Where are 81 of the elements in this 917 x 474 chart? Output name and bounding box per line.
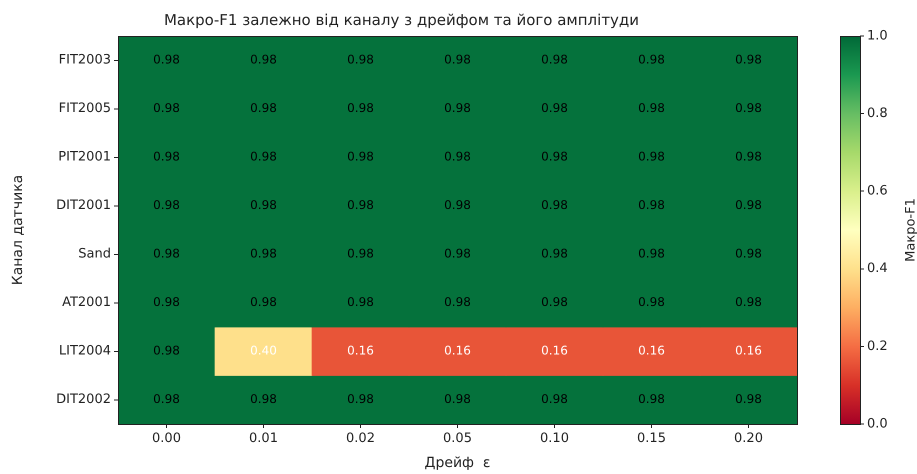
color-bar-label: 0.4 bbox=[867, 261, 888, 276]
data-label: 0.16 bbox=[444, 343, 471, 358]
y-tick-label: FIT2003 bbox=[58, 52, 111, 68]
data-label: 0.98 bbox=[153, 392, 180, 406]
color-bar-title: Макро-F1 bbox=[903, 198, 917, 262]
y-tick-label: PIT2001 bbox=[58, 150, 111, 165]
data-label: 0.98 bbox=[735, 52, 762, 66]
data-label: 0.98 bbox=[541, 294, 568, 309]
color-bar-label: 1.0 bbox=[867, 28, 888, 44]
y-tick-label: Sand bbox=[78, 246, 111, 262]
x-tick-label: 0.01 bbox=[249, 431, 278, 446]
data-label: 0.98 bbox=[735, 198, 762, 212]
data-label: 0.98 bbox=[250, 149, 277, 164]
color-bar-label: 0.0 bbox=[867, 416, 888, 432]
data-label: 0.98 bbox=[250, 392, 277, 406]
y-axis-title: Канал датчика bbox=[10, 174, 26, 286]
data-label: 0.98 bbox=[347, 100, 374, 115]
data-label: 0.98 bbox=[638, 392, 665, 406]
data-label: 0.98 bbox=[347, 246, 374, 260]
data-label: 0.98 bbox=[541, 246, 568, 260]
data-label: 0.98 bbox=[153, 149, 180, 164]
data-label: 0.98 bbox=[153, 343, 180, 358]
data-label: 0.98 bbox=[347, 198, 374, 212]
x-axis-title: Дрейф ε bbox=[424, 455, 490, 472]
data-label: 0.16 bbox=[735, 343, 762, 358]
data-label: 0.98 bbox=[347, 149, 374, 164]
data-label: 0.98 bbox=[735, 100, 762, 115]
data-label: 0.98 bbox=[541, 198, 568, 212]
data-label: 0.98 bbox=[541, 149, 568, 164]
data-label: 0.98 bbox=[444, 52, 471, 66]
data-label: 0.98 bbox=[250, 198, 277, 212]
data-label: 0.98 bbox=[153, 100, 180, 115]
data-label: 0.98 bbox=[638, 198, 665, 212]
data-label: 0.98 bbox=[638, 294, 665, 309]
y-tick-label: LIT2004 bbox=[58, 344, 111, 359]
x-tick-label: 0.05 bbox=[443, 431, 472, 446]
data-label: 0.98 bbox=[347, 392, 374, 406]
color-bar-label: 0.6 bbox=[867, 184, 888, 199]
data-label: 0.98 bbox=[735, 149, 762, 164]
data-label: 0.98 bbox=[153, 198, 180, 212]
data-label: 0.98 bbox=[444, 198, 471, 212]
data-label: 0.98 bbox=[541, 392, 568, 406]
data-label: 0.98 bbox=[735, 392, 762, 406]
y-tick-label: AT2001 bbox=[62, 295, 111, 310]
data-label: 0.98 bbox=[638, 149, 665, 164]
color-bar-label: 0.8 bbox=[867, 106, 888, 121]
y-tick-label: FIT2005 bbox=[58, 101, 111, 116]
x-tick-label: 0.20 bbox=[734, 431, 763, 446]
x-tick-label: 0.10 bbox=[540, 431, 569, 446]
data-label: 0.98 bbox=[444, 294, 471, 309]
data-label: 0.98 bbox=[638, 100, 665, 115]
data-label: 0.98 bbox=[444, 246, 471, 260]
data-label: 0.98 bbox=[347, 52, 374, 66]
x-tick-label: 0.15 bbox=[637, 431, 666, 446]
data-label: 0.16 bbox=[347, 343, 374, 358]
data-label: 0.98 bbox=[153, 294, 180, 309]
data-label: 0.98 bbox=[541, 100, 568, 115]
data-label: 0.98 bbox=[153, 246, 180, 260]
data-label: 0.98 bbox=[250, 52, 277, 66]
data-label: 0.98 bbox=[444, 100, 471, 115]
data-label: 0.16 bbox=[541, 343, 568, 358]
data-label: 0.98 bbox=[541, 52, 568, 66]
data-label: 0.98 bbox=[250, 294, 277, 309]
data-label: 0.98 bbox=[444, 149, 471, 164]
data-label: 0.16 bbox=[638, 343, 665, 358]
data-label: 0.98 bbox=[638, 246, 665, 260]
x-tick-label: 0.00 bbox=[152, 431, 181, 446]
chart-title: Макро-F1 залежно від каналу з дрейфом та його амплітуди bbox=[164, 10, 640, 29]
x-tick-label: 0.02 bbox=[346, 431, 375, 446]
data-label: 0.98 bbox=[250, 100, 277, 115]
data-label: 0.98 bbox=[735, 294, 762, 309]
data-label: 0.98 bbox=[153, 52, 180, 66]
data-label: 0.98 bbox=[347, 294, 374, 309]
y-tick-label: DIT2002 bbox=[56, 392, 111, 408]
data-label: 0.98 bbox=[250, 246, 277, 260]
data-label: 0.98 bbox=[638, 52, 665, 66]
data-label: 0.40 bbox=[250, 343, 277, 358]
data-label: 0.98 bbox=[735, 246, 762, 260]
data-label: 0.98 bbox=[444, 392, 471, 406]
y-tick-label: DIT2001 bbox=[56, 198, 111, 214]
color-bar-label: 0.2 bbox=[867, 338, 888, 354]
